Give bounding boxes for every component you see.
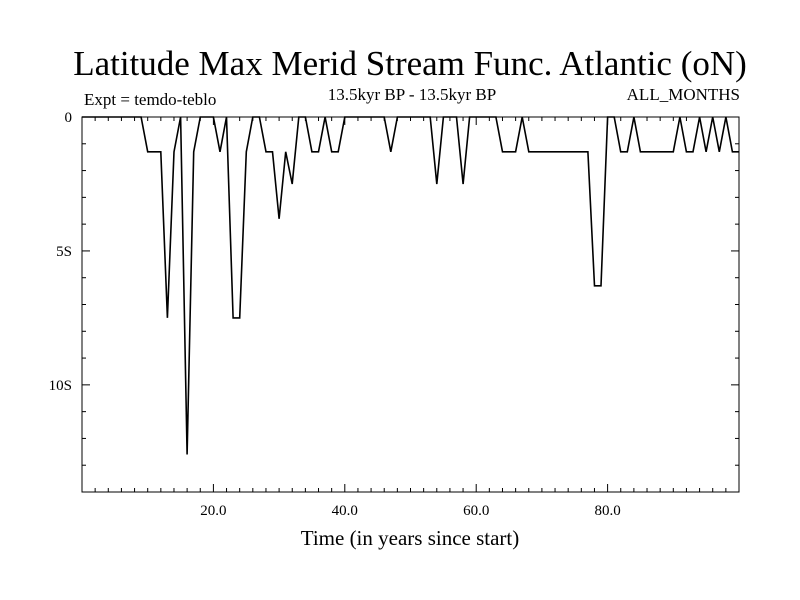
x-tick-label: 20.0 — [200, 503, 226, 519]
chart-subtitle-center: 13.5kyr BP - 13.5kyr BP — [328, 85, 496, 104]
x-axis-label: Time (in years since start) — [301, 526, 520, 550]
x-tick-label: 80.0 — [594, 503, 620, 519]
chart-title: Latitude Max Merid Stream Func. Atlantic… — [73, 44, 747, 83]
chart-subtitle-right: ALL_MONTHS — [627, 85, 740, 104]
y-tick-label: 10S — [49, 378, 72, 394]
y-tick-label: 5S — [56, 244, 72, 260]
x-tick-label: 40.0 — [332, 503, 358, 519]
axis-tick-labels: 20.0 40.0 60.0 80.0 0 5S 10S — [49, 110, 621, 519]
series-line — [82, 116, 739, 455]
plot-frame — [81, 116, 740, 493]
y-tick-label: 0 — [65, 110, 73, 126]
axis-ticks — [82, 117, 739, 492]
x-tick-label: 60.0 — [463, 503, 489, 519]
chart-subtitle-left: Expt = temdo-teblo — [84, 90, 216, 109]
